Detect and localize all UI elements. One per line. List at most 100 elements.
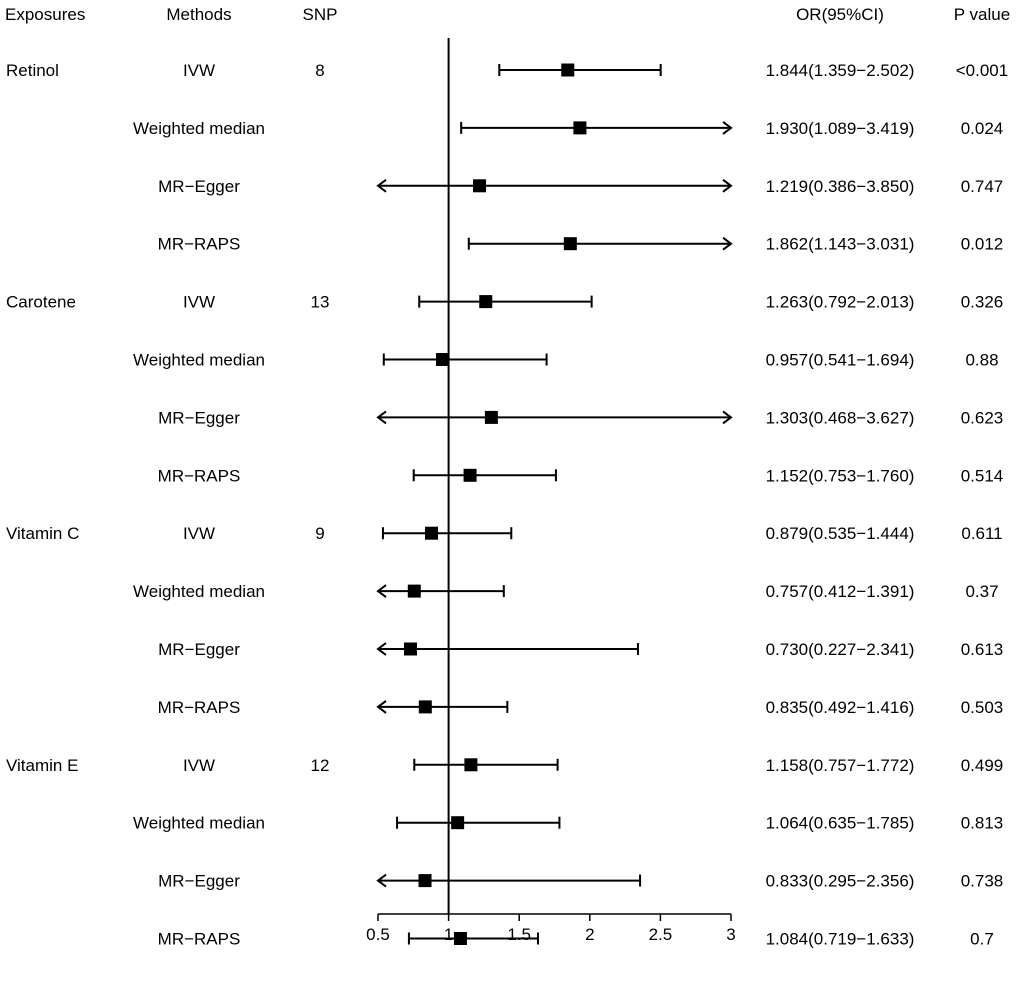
method-label: Weighted median [133,119,265,138]
point-estimate [418,700,432,714]
header-or-ci: OR(95%CI) [796,5,884,24]
p-value-text: 0.88 [965,351,998,370]
or-ci-text: 0.957(0.541−1.694) [766,351,915,370]
p-value-text: 0.7 [970,930,994,949]
p-value-text: 0.813 [961,814,1004,833]
or-ci-text: 1.263(0.792−2.013) [766,293,915,312]
point-estimate [464,758,478,772]
method-label: IVW [183,293,215,312]
x-tick-label: 2.5 [649,925,673,944]
exposure-label: Carotene [6,293,76,312]
ci-arrow-right [722,121,733,135]
forest-rows: Retinol IVW 8 1.844(1.359−2.502) <0.001 Weigh… [6,38,1008,949]
point-estimate [451,816,465,830]
or-ci-text: 1.844(1.359−2.502) [766,61,915,80]
ci-arrow-left [376,410,387,425]
point-estimate [573,121,587,135]
point-estimate [479,295,493,309]
header-snp: SNP [303,5,338,24]
method-label: Weighted median [133,814,265,833]
header-p-value: P value [954,5,1010,24]
snp-count: 12 [311,756,330,775]
forest-row: MR−Egger 1.303(0.468−3.627) 0.623 [158,408,1003,427]
forest-row: Vitamin C IVW 9 0.879(0.535−1.444) 0.611 [6,524,1003,543]
or-ci-text: 0.833(0.295−2.356) [766,872,915,891]
or-ci-text: 1.930(1.089−3.419) [766,119,915,138]
ci-arrow-left [376,584,387,598]
forest-row: Weighted median 0.757(0.412−1.391) 0.37 [133,582,999,601]
method-label: MR−RAPS [158,698,241,717]
forest-row: Weighted median 0.957(0.541−1.694) 0.88 [133,351,999,370]
method-label: MR−Egger [158,872,240,891]
forest-row: MR−RAPS 1.084(0.719−1.633) 0.7 [158,930,994,949]
or-ci-text: 1.158(0.757−1.772) [766,756,915,775]
x-tick-label: 1 [444,925,453,944]
point-estimate [453,932,467,945]
or-ci-text: 0.730(0.227−2.341) [766,640,915,659]
or-ci-text: 1.152(0.753−1.760) [766,466,915,485]
p-value-text: 0.024 [961,119,1004,138]
ci-arrow-left [376,873,387,888]
or-ci-text: 1.219(0.386−3.850) [766,177,915,196]
x-tick-label: 2 [585,925,594,944]
forest-row: MR−Egger 1.219(0.386−3.850) 0.747 [158,177,1003,196]
x-axis: 0.5 1 1.5 2 2.5 3 [366,913,736,944]
p-value-text: 0.738 [961,872,1004,891]
forest-row: MR−Egger 0.833(0.295−2.356) 0.738 [158,872,1003,891]
header-exposures: Exposures [5,5,85,24]
or-ci-text: 1.303(0.468−3.627) [766,408,915,427]
ci-arrow-left [376,642,387,656]
x-tick-label: 0.5 [366,925,390,944]
p-value-text: 0.514 [961,466,1004,485]
ci-arrow-left [376,700,387,714]
exposure-label: Vitamin E [6,756,78,775]
exposure-label: Vitamin C [6,524,79,543]
method-label: IVW [183,756,215,775]
forest-row: MR−RAPS 1.862(1.143−3.031) 0.012 [158,235,1004,254]
point-estimate [484,410,498,424]
method-label: IVW [183,524,215,543]
ci-arrow-left [376,179,387,193]
p-value-text: 0.747 [961,177,1004,196]
p-value-text: 0.611 [961,524,1002,543]
x-tick-label: 1.5 [507,925,531,944]
method-label: MR−Egger [158,640,240,659]
forest-row: MR−RAPS 1.152(0.753−1.760) 0.514 [158,466,1004,485]
point-estimate [463,468,477,482]
method-label: MR−Egger [158,177,240,196]
point-estimate [403,642,417,656]
point-estimate [425,526,439,540]
header-methods: Methods [166,5,231,24]
p-value-text: 0.499 [961,756,1004,775]
method-label: MR−RAPS [158,466,241,485]
forest-row: Weighted median 1.064(0.635−1.785) 0.813 [133,814,1003,833]
p-value-text: 0.37 [965,582,998,601]
p-value-text: 0.503 [961,698,1004,717]
point-estimate [407,584,421,598]
exposure-label: Retinol [6,61,59,80]
ci-arrow-right [722,179,733,193]
point-estimate [473,179,487,193]
snp-count: 8 [315,61,324,80]
p-value-text: 0.613 [961,640,1004,659]
method-label: MR−Egger [158,408,240,427]
point-estimate [563,237,577,251]
x-tick-label: 3 [726,925,735,944]
forest-row: MR−RAPS 0.835(0.492−1.416) 0.503 [158,698,1004,717]
snp-count: 13 [311,293,330,312]
or-ci-text: 0.757(0.412−1.391) [766,582,915,601]
p-value-text: 0.326 [961,293,1004,312]
forest-row: Weighted median 1.930(1.089−3.419) 0.024 [133,119,1003,138]
method-label: IVW [183,61,215,80]
point-estimate [418,874,432,888]
p-value-text: 0.012 [961,235,1004,254]
method-label: MR−RAPS [158,235,241,254]
snp-count: 9 [315,524,324,543]
method-label: Weighted median [133,351,265,370]
p-value-text: 0.623 [961,408,1004,427]
point-estimate [436,353,450,366]
forest-row: Retinol IVW 8 1.844(1.359−2.502) <0.001 [6,61,1008,80]
point-estimate [561,63,575,77]
or-ci-text: 0.879(0.535−1.444) [766,524,915,543]
